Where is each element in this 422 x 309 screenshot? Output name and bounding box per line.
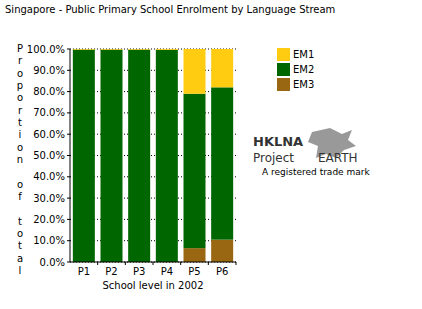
y-axis-label-char: o [17,92,23,103]
logo: HKLNA Project EARTH A registered trade mark [253,128,370,177]
y-tick-label: 80.0% [33,86,65,97]
legend-swatch [277,78,290,91]
x-tick [153,262,154,265]
y-axis-label-char: r [18,105,23,116]
y-axis-label-char: t [18,117,22,128]
grid-line [70,49,236,50]
x-tick [236,262,237,265]
grid-line [70,198,236,199]
y-axis-label-char [18,166,21,177]
x-tick-label: P2 [105,266,117,277]
y-tick-label: 10.0% [33,235,65,246]
y-axis-label-char: o [17,68,23,79]
logo-text: HKLNA [253,134,303,149]
legend-label: EM2 [293,64,314,75]
x-tick [125,262,126,265]
bar [128,49,150,50]
y-axis-label-char: i [19,129,22,140]
y-tick-label: 40.0% [33,171,65,182]
bar [184,49,206,94]
x-tick [97,262,98,265]
y-axis-label-char: l [19,265,22,276]
y-tick-label: 30.0% [33,193,65,204]
bar [128,50,150,262]
y-axis-label-char: f [18,191,22,202]
legend-swatch [277,63,290,76]
y-axis-label-char: a [17,253,23,264]
x-tick-label: P4 [161,266,173,277]
logo-text: A registered trade mark [262,167,370,177]
bar [156,49,178,50]
grid-line [70,176,236,177]
legend-swatch [277,48,290,61]
grid-line [70,240,236,241]
y-tick-label: 100.0% [27,44,65,55]
y-tick-label: 60.0% [33,129,65,140]
bar [73,49,95,50]
legend-label: EM3 [293,79,314,90]
bar [73,50,95,262]
y-axis-label-char: t [18,216,22,227]
grid-line [70,219,236,220]
y-axis-label-char: n [17,154,23,165]
bar [101,49,123,50]
bar [156,50,178,262]
x-tick-label: P6 [216,266,228,277]
y-axis [70,49,71,262]
y-axis-label-char: P [17,43,23,54]
logo-text: Project [253,151,294,165]
x-tick-label: P5 [188,266,200,277]
y-axis-label-char: o [17,179,23,190]
y-axis-label: Proportion of total [17,43,23,276]
y-tick-label: 20.0% [33,214,65,225]
bar [184,248,206,262]
grid-line [70,134,236,135]
title: Singapore - Public Primary School Enrolm… [5,4,335,15]
y-axis-label-char: o [17,228,23,239]
y-tick-label: 0.0% [40,257,65,268]
grid-line [70,70,236,71]
background [0,0,422,309]
x-tick [180,262,181,265]
grid-line [70,91,236,92]
bar [211,49,233,87]
y-tick-label: 70.0% [33,107,65,118]
y-tick-label: 90.0% [33,65,65,76]
y-axis-label-char: t [18,240,22,251]
x-axis-label: School level in 2002 [102,280,203,291]
x-tick [208,262,209,265]
bar [211,87,233,239]
bars [73,49,233,262]
grid-line [70,155,236,156]
y-axis-label-char [18,203,21,214]
y-tick-label: 50.0% [33,150,65,161]
grid [70,49,236,262]
y-axis-label-char: r [18,55,23,66]
grid-line [70,112,236,113]
bar [211,240,233,262]
x-tick-label: P3 [133,266,145,277]
bar [184,94,206,248]
y-axis-label-char: p [17,80,23,91]
chart: Singapore - Public Primary School Enrolm… [0,0,422,309]
logo-text: EARTH [318,151,358,165]
x-tick-label: P1 [78,266,90,277]
legend-label: EM1 [293,49,314,60]
bar [101,50,123,262]
y-axis-label-char: o [17,142,23,153]
legend: EM1 EM2 EM3 [277,48,314,91]
